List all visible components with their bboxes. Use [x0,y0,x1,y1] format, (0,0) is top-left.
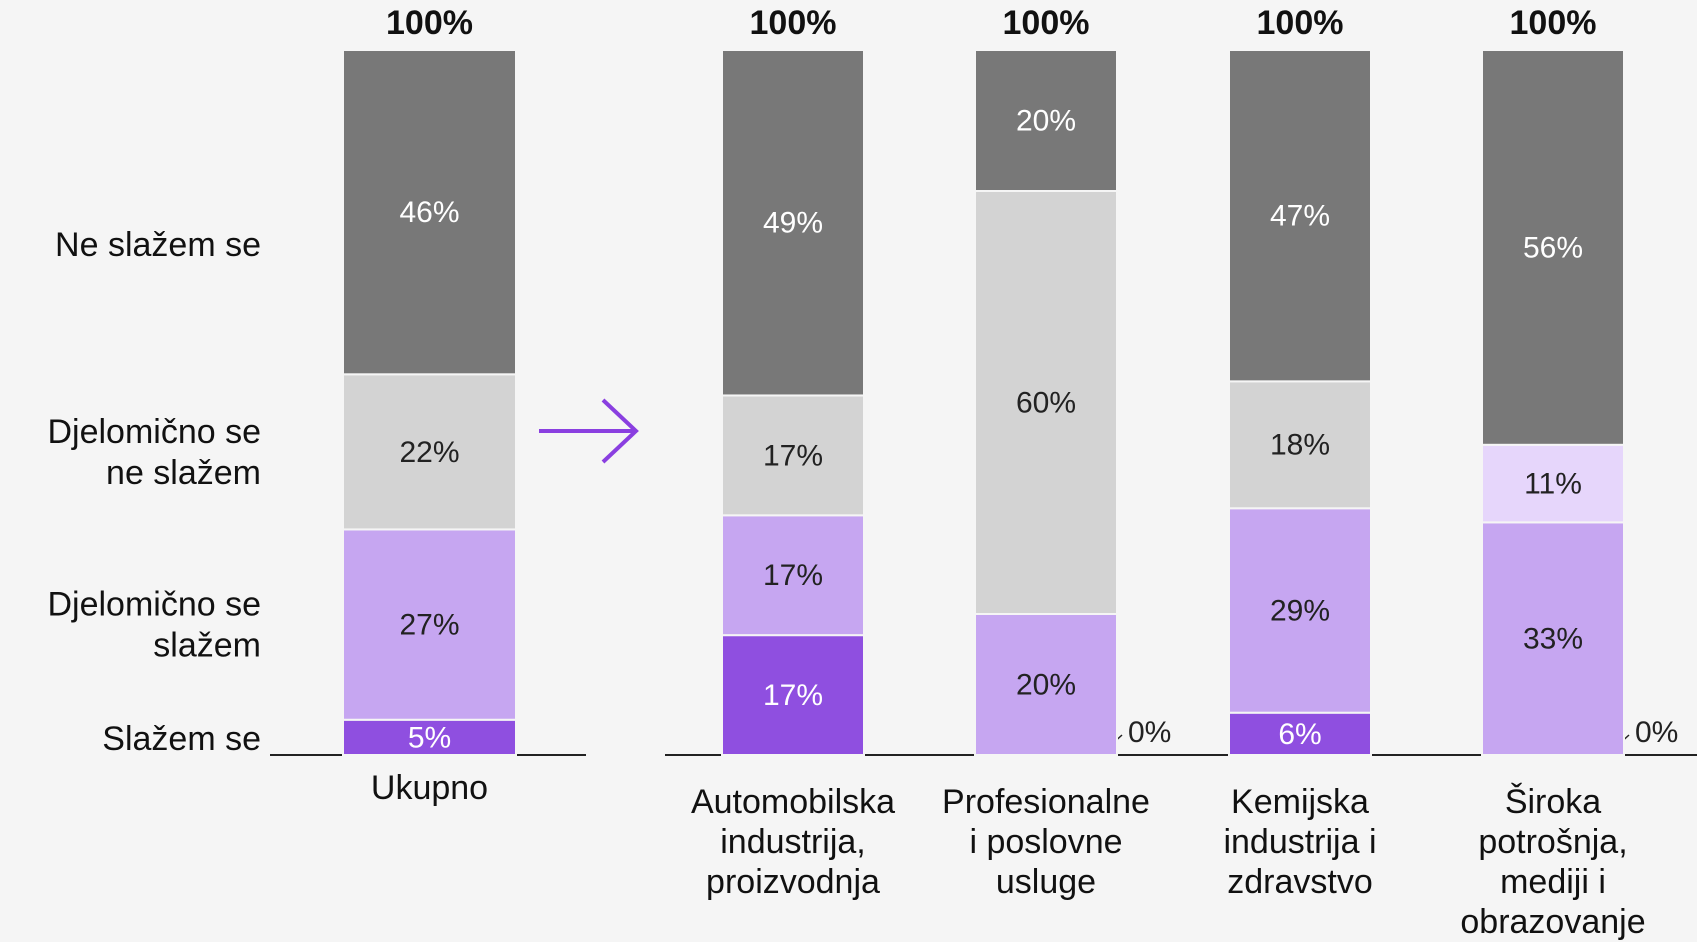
data-label: 5% [408,721,451,754]
data-label: 60% [1016,386,1076,419]
total-label: 100% [1003,4,1090,42]
bar-segment [974,49,1118,192]
data-label: 33% [1523,623,1583,656]
legend-label: Ne slažem se [55,226,261,264]
total-label: 100% [750,4,837,42]
data-label: 29% [1270,594,1330,627]
data-label: 0% [1635,716,1678,749]
data-label: 18% [1270,429,1330,462]
legend-label: Slažem se [102,720,261,758]
bar-segment [1228,49,1372,383]
total-label: 100% [1257,4,1344,42]
bar-segment [721,49,865,397]
legend-label: Djelomično se slažem [47,586,261,665]
bar-segment [342,528,517,721]
bar-segment [721,394,865,517]
data-label: 17% [763,559,823,592]
data-label: 17% [763,679,823,712]
bar-segment [1228,507,1372,714]
data-label: 22% [399,436,459,469]
bar-segment [1228,380,1372,510]
data-label: 49% [763,207,823,240]
bar-segment [721,634,865,757]
arrow [539,398,639,464]
data-label: 46% [399,196,459,229]
total-label: 100% [1510,4,1597,42]
x-tick-label: Kemijska industrija i zdravstvo [1223,783,1376,901]
bar-segment [1481,49,1625,446]
bar-segment [342,373,517,531]
bar-segment [974,613,1118,756]
data-label: 47% [1270,200,1330,233]
x-tick-label: Široka potrošnja, mediji i obrazovanje [1460,783,1645,941]
bar-segment [1481,521,1625,756]
x-tick-label: Ukupno [371,769,488,807]
total-label: 100% [386,4,473,42]
data-label: 0% [1128,716,1171,749]
x-tick-label: Automobilska industrija, proizvodnja [691,783,895,901]
data-label: 17% [763,439,823,472]
bar-segment [1228,711,1372,757]
bar-segment [974,190,1118,615]
bar-segment [342,49,517,376]
bar-segment [721,514,865,637]
x-tick-label: Profesionalne i poslovne usluge [942,783,1150,901]
data-label: 56% [1523,231,1583,264]
data-label: 20% [1016,668,1076,701]
legend-label: Djelomično se ne slažem [47,413,261,492]
data-label: 11% [1524,467,1582,500]
data-label: 6% [1278,718,1321,751]
bar-segment [342,718,517,756]
data-label: 20% [1016,104,1076,137]
data-label: 27% [399,608,459,641]
